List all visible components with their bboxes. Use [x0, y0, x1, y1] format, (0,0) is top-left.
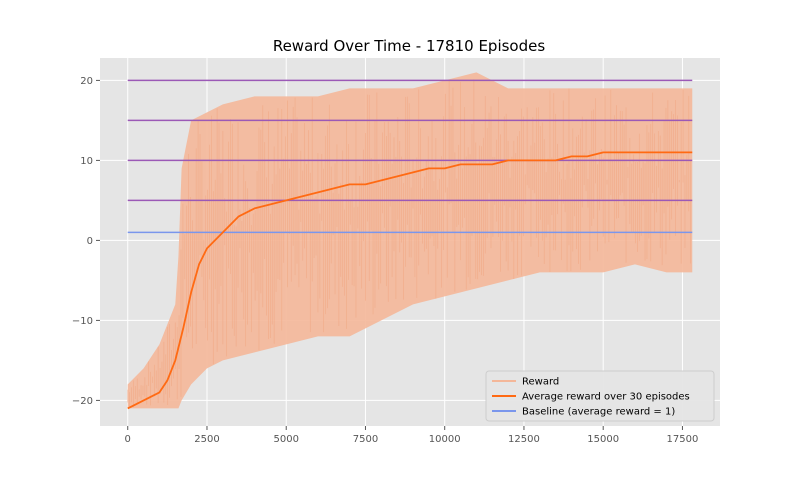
x-axis: 0 2500 5000 7500 10000 12500 15000 17500: [125, 426, 699, 445]
reference-lines: [127, 79, 693, 202]
y-tick-label: −10: [72, 316, 93, 327]
y-tick-label: 0: [87, 236, 93, 247]
x-tick-label: 0: [125, 434, 131, 445]
x-tick-label: 2500: [194, 434, 219, 445]
legend-label-average: Average reward over 30 episodes: [522, 392, 690, 403]
legend: Reward Average reward over 30 episodes B…: [485, 370, 715, 422]
x-tick-label: 5000: [273, 434, 298, 445]
y-tick-label: 20: [80, 76, 93, 87]
legend-box: [485, 370, 715, 422]
legend-label-reward: Reward: [522, 377, 559, 388]
x-tick-label: 10000: [429, 434, 461, 445]
y-axis: −20 −10 0 10 20: [72, 76, 100, 407]
x-tick-label: 12500: [508, 434, 540, 445]
legend-label-baseline: Baseline (average reward = 1): [522, 407, 675, 418]
x-tick-label: 7500: [353, 434, 378, 445]
y-tick-label: 10: [80, 156, 93, 167]
x-tick-label: 17500: [667, 434, 699, 445]
average-reward-line: [127, 151, 693, 410]
x-tick-label: 15000: [587, 434, 619, 445]
reward-band-group: [127, 72, 693, 409]
chart-title: Reward Over Time - 17810 Episodes: [273, 37, 546, 55]
y-tick-label: −20: [72, 396, 93, 407]
series-lines: [127, 151, 693, 410]
